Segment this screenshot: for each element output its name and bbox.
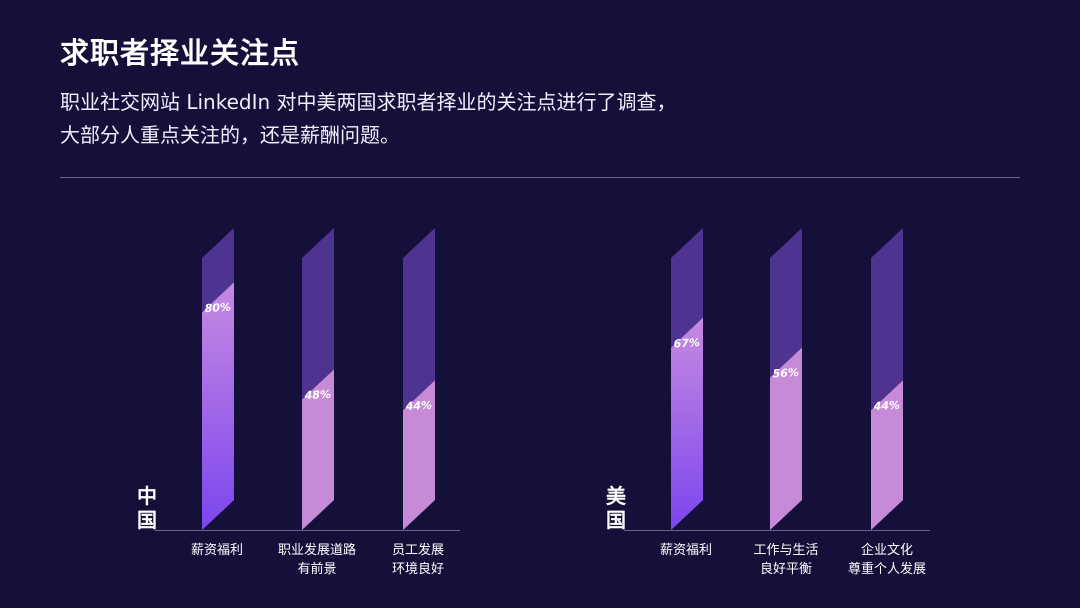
category-label-line: 薪资福利 <box>190 543 243 558</box>
bar <box>403 380 435 530</box>
category-label-line: 员工发展 <box>391 543 444 558</box>
bar <box>770 347 802 530</box>
bar <box>871 380 903 530</box>
group-label-china: 中 国 <box>135 484 159 532</box>
category-label-line: 薪资福利 <box>659 543 712 558</box>
group-label-char: 国 <box>606 508 626 532</box>
category-label-usa-1: 薪资福利 <box>621 541 751 560</box>
category-label-usa-2: 工作与生活 良好平衡 <box>721 541 851 579</box>
category-label-usa-3: 企业文化 尊重个人发展 <box>822 541 952 579</box>
subtitle-line-1: 职业社交网站 LinkedIn 对中美两国求职者择业的关注点进行了调查， <box>60 90 677 114</box>
category-label-line: 有前景 <box>297 562 337 577</box>
bar-value-label: 44% <box>404 399 432 413</box>
category-label-line: 尊重个人发展 <box>847 562 926 577</box>
page-subtitle: 职业社交网站 LinkedIn 对中美两国求职者择业的关注点进行了调查， 大部分… <box>60 86 677 152</box>
bar <box>202 282 234 530</box>
category-label-line: 良好平衡 <box>759 562 812 577</box>
group-label-usa: 美 国 <box>604 484 628 532</box>
group-label-char: 美 <box>606 484 626 508</box>
page-title: 求职者择业关注点 <box>60 36 301 70</box>
bar-value-label: 44% <box>872 399 900 413</box>
category-label-line: 企业文化 <box>860 543 913 558</box>
bar <box>671 317 703 530</box>
category-label-line: 工作与生活 <box>753 543 819 558</box>
bar-value-label: 56% <box>772 366 799 380</box>
category-label-china-2: 职业发展道路 有前景 <box>252 541 382 579</box>
category-label-line: 职业发展道路 <box>277 543 356 558</box>
bar-value-label: 80% <box>204 301 231 315</box>
category-label-china-1: 薪资福利 <box>152 541 282 560</box>
bar-value-label: 67% <box>673 336 700 350</box>
category-label-china-3: 员工发展 环境良好 <box>353 541 483 579</box>
header-divider <box>60 177 1020 178</box>
bar <box>302 369 334 530</box>
group-label-char: 国 <box>137 508 157 532</box>
category-label-line: 环境良好 <box>391 562 444 577</box>
bar-value-label: 48% <box>303 388 331 402</box>
subtitle-line-2: 大部分人重点关注的，还是薪酬问题。 <box>60 123 400 147</box>
group-label-char: 中 <box>137 484 157 508</box>
